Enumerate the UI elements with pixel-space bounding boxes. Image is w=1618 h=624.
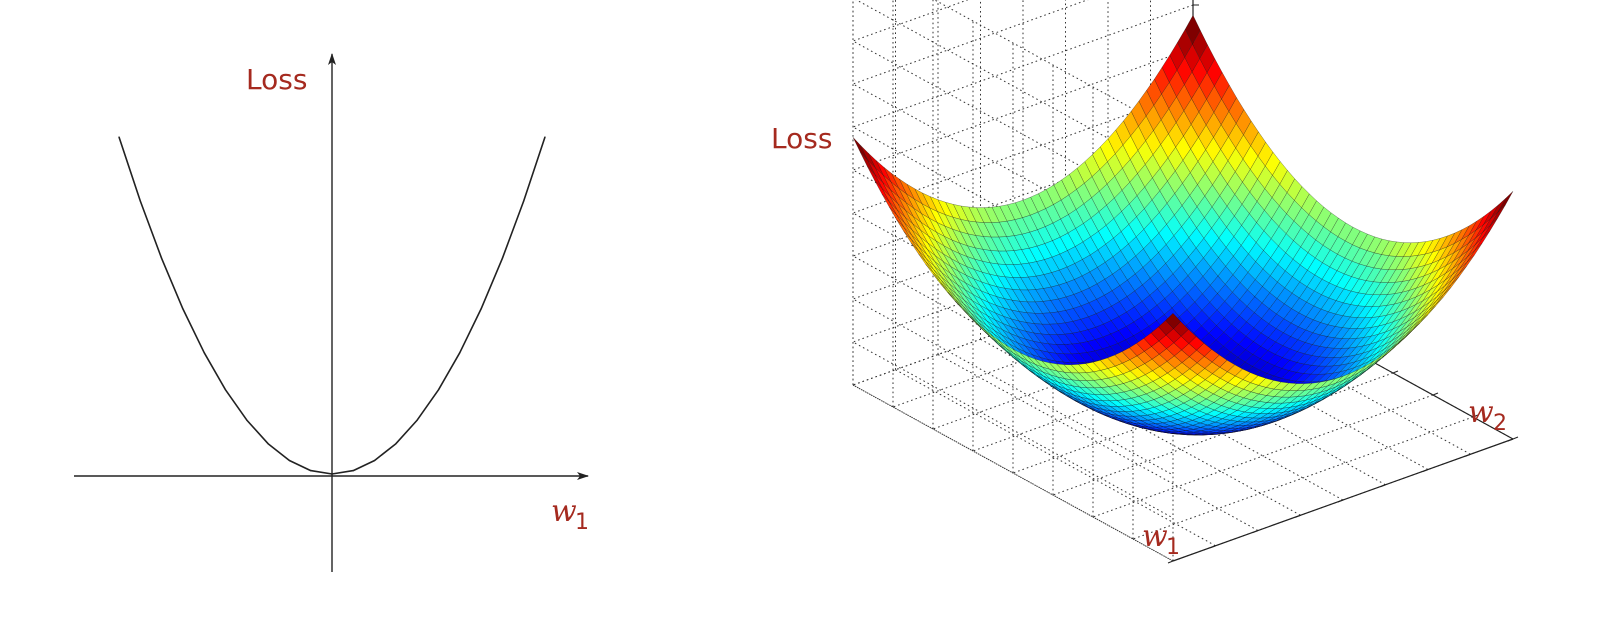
wall-gridline [851, 90, 1194, 390]
data-point [182, 308, 184, 310]
floor-gridline [1092, 394, 1434, 518]
surface-facet [1497, 191, 1514, 213]
data-point [139, 200, 141, 202]
axis-tick [1380, 484, 1386, 488]
x-axis-label-sub: 1 [575, 510, 589, 535]
data-point [416, 419, 418, 421]
floor-gridline [1052, 372, 1394, 496]
wall-gridline [851, 0, 1174, 261]
surface-facet [852, 137, 869, 161]
data-point [331, 473, 333, 475]
data-point [374, 459, 376, 462]
data-point [544, 136, 546, 138]
chart-3d: Loss w 2 w 1 [771, 0, 1519, 564]
axis-tick [1507, 438, 1514, 442]
w2-axis-label-main: w [1468, 395, 1494, 430]
floor-gridline [937, 354, 1259, 531]
curve-layer [118, 136, 546, 475]
data-point [118, 136, 120, 138]
y-axis-label: Loss [246, 63, 307, 96]
wall-gridline [851, 4, 1194, 304]
axis-tick [1295, 514, 1301, 518]
axis-tick [1512, 436, 1519, 440]
surface [852, 14, 1514, 436]
w2-axis-label: w 2 [1468, 395, 1507, 436]
axis-tick [1422, 469, 1429, 472]
w2-axis-label-sub: 2 [1493, 411, 1507, 436]
wall-gridline [851, 47, 1194, 347]
data-point [161, 257, 163, 259]
axis-tick [1392, 370, 1399, 374]
x-axis-label-main: w [551, 494, 577, 529]
data-point [437, 389, 440, 391]
data-point [480, 308, 482, 310]
axis-tick [1472, 414, 1479, 418]
floor-gridline [852, 384, 1174, 562]
floor-gridline [1132, 416, 1474, 540]
axis-tick [1167, 560, 1174, 564]
data-point [203, 352, 205, 354]
data-point [288, 459, 290, 462]
floor-gridline [895, 369, 1216, 547]
axis-tick [1252, 530, 1259, 533]
z-axis-label: Loss [771, 122, 832, 155]
w1-axis-label-sub: 1 [1166, 535, 1180, 560]
chart-2d: Loss w 1 [74, 53, 589, 572]
w1-axis-label: w 1 [1142, 519, 1180, 560]
data-point [224, 389, 227, 391]
data-point [459, 352, 461, 354]
axis-tick [1337, 499, 1344, 503]
axis-tick [1465, 453, 1471, 457]
data-point [267, 443, 269, 445]
axis-tick [1210, 545, 1216, 549]
data-point [523, 200, 525, 202]
x-axis-label: w 1 [551, 494, 589, 535]
data-point [352, 470, 354, 472]
axis-tick [1432, 392, 1439, 396]
data-point [246, 419, 248, 421]
data-point [395, 443, 397, 445]
data-point [310, 470, 312, 472]
data-point [501, 257, 503, 259]
w1-axis-label-main: w [1142, 519, 1168, 554]
